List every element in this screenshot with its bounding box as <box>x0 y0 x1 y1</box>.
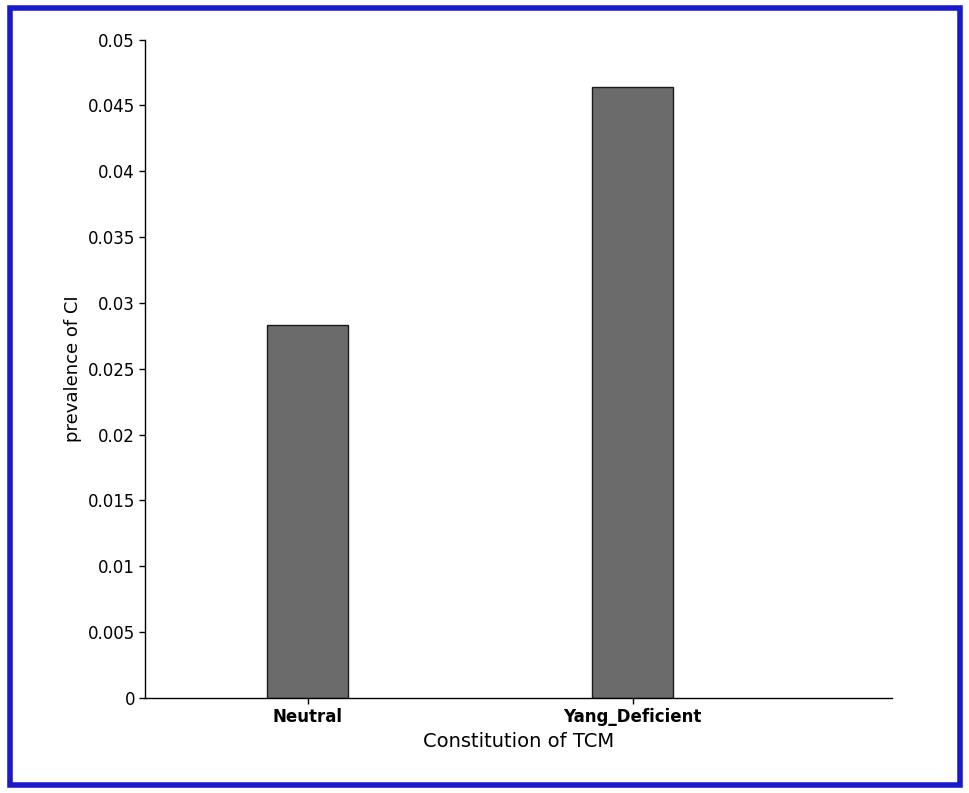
X-axis label: Constitution of TCM: Constitution of TCM <box>422 732 614 751</box>
Bar <box>591 87 672 698</box>
Y-axis label: prevalence of CI: prevalence of CI <box>64 296 82 442</box>
Bar <box>267 325 348 698</box>
